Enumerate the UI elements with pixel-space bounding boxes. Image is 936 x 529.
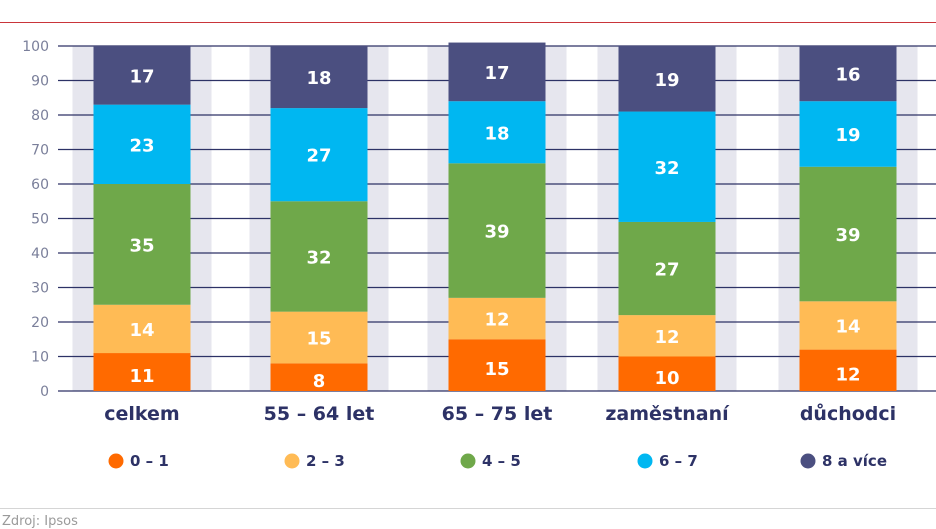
value-label-duchodci-2-3: 14 bbox=[835, 316, 860, 337]
x-label-55-64-let: 55 – 64 let bbox=[264, 403, 375, 425]
bar-65-75-let-0-1 bbox=[448, 339, 546, 391]
bar-65-75-let-8-a-vice bbox=[448, 42, 546, 102]
y-tick-10: 10 bbox=[31, 350, 49, 366]
value-label-celkem-4-5: 35 bbox=[129, 235, 154, 256]
value-label-55-64-let-8-a-vice: 18 bbox=[306, 68, 331, 89]
value-label-duchodci-8-a-vice: 16 bbox=[835, 65, 860, 86]
value-label-zamestnani-4-5: 27 bbox=[654, 260, 679, 281]
value-label-65-75-let-2-3: 12 bbox=[484, 310, 509, 331]
value-label-celkem-0-1: 11 bbox=[129, 366, 154, 387]
bar-zamestnani-4-5 bbox=[618, 221, 716, 316]
y-tick-60: 60 bbox=[31, 177, 49, 193]
bar-duchodci-6-7 bbox=[799, 101, 897, 167]
value-label-55-64-let-6-7: 27 bbox=[306, 146, 331, 167]
bar-celkem-0-1 bbox=[93, 353, 191, 391]
bar-55-64-let-6-7 bbox=[270, 108, 368, 202]
y-tick-50: 50 bbox=[31, 212, 49, 228]
value-label-duchodci-0-1: 12 bbox=[835, 364, 860, 385]
bottom-rule bbox=[0, 508, 936, 509]
legend-swatch-8-a-vice bbox=[800, 453, 816, 469]
legend-swatch-4-5 bbox=[460, 453, 476, 469]
bar-celkem-4-5 bbox=[93, 184, 191, 305]
bars: 11 14 35 23 17 8 15 32 27 18 15 12 39 18 17 10 12 27 32 19 1… bbox=[93, 42, 897, 392]
bar-zamestnani-2-3 bbox=[618, 315, 716, 357]
y-axis: 0 10 20 30 40 50 60 70 80 90 100 bbox=[22, 39, 49, 400]
bar-55-64-let-0-1 bbox=[270, 363, 368, 391]
bar-55-64-let-4-5 bbox=[270, 201, 368, 312]
legend-swatch-2-3 bbox=[284, 453, 300, 469]
bar-65-75-let-6-7 bbox=[448, 101, 546, 164]
legend-label-0-1: 0 – 1 bbox=[130, 452, 169, 470]
legend-label-6-7: 6 – 7 bbox=[659, 452, 698, 470]
value-label-55-64-let-0-1: 8 bbox=[313, 371, 326, 392]
value-label-zamestnani-8-a-vice: 19 bbox=[654, 70, 679, 91]
x-label-zamestnani: zaměstnaní bbox=[605, 403, 730, 425]
legend-label-2-3: 2 – 3 bbox=[306, 452, 345, 470]
value-label-duchodci-6-7: 19 bbox=[835, 125, 860, 146]
y-tick-90: 90 bbox=[31, 74, 49, 90]
y-tick-80: 80 bbox=[31, 108, 49, 124]
value-label-55-64-let-4-5: 32 bbox=[306, 247, 331, 268]
y-tick-30: 30 bbox=[31, 281, 49, 297]
value-label-duchodci-4-5: 39 bbox=[835, 225, 860, 246]
bar-zamestnani-8-a-vice bbox=[618, 46, 716, 112]
x-axis: celkem 55 – 64 let 65 – 75 let zaměstnaní dů… bbox=[104, 402, 896, 425]
stacked-bar-chart: 11 14 35 23 17 8 15 32 27 18 15 12 39 18 17 10 12 27 32 19 1… bbox=[22, 39, 936, 470]
bar-celkem-6-7 bbox=[93, 104, 191, 184]
value-label-celkem-8-a-vice: 17 bbox=[129, 66, 154, 87]
bar-65-75-let-2-3 bbox=[448, 297, 546, 340]
y-tick-0: 0 bbox=[40, 384, 49, 400]
value-label-65-75-let-6-7: 18 bbox=[484, 123, 509, 144]
bar-duchodci-8-a-vice bbox=[799, 46, 897, 102]
value-label-zamestnani-6-7: 32 bbox=[654, 158, 679, 179]
value-label-zamestnani-2-3: 12 bbox=[654, 327, 679, 348]
bar-duchodci-4-5 bbox=[799, 166, 897, 302]
top-rule bbox=[0, 22, 936, 23]
value-label-55-64-let-2-3: 15 bbox=[306, 329, 331, 350]
y-tick-100: 100 bbox=[22, 39, 49, 55]
bar-celkem-2-3 bbox=[93, 304, 191, 354]
bar-zamestnani-0-1 bbox=[618, 356, 716, 391]
bar-65-75-let-4-5 bbox=[448, 163, 546, 298]
legend-label-4-5: 4 – 5 bbox=[482, 452, 521, 470]
legend-swatch-6-7 bbox=[637, 453, 653, 469]
y-tick-40: 40 bbox=[31, 246, 49, 262]
x-label-duchodci: důchodci bbox=[800, 402, 896, 425]
x-label-65-75-let: 65 – 75 let bbox=[442, 403, 553, 425]
value-label-65-75-let-4-5: 39 bbox=[484, 222, 509, 243]
x-label-celkem: celkem bbox=[104, 403, 179, 425]
bar-zamestnani-6-7 bbox=[618, 111, 716, 222]
legend-swatch-0-1 bbox=[108, 453, 124, 469]
value-label-celkem-6-7: 23 bbox=[129, 135, 154, 156]
y-tick-70: 70 bbox=[31, 143, 49, 159]
legend: 0 – 1 2 – 3 4 – 5 6 – 7 8 a více bbox=[108, 452, 887, 470]
bar-55-64-let-8-a-vice bbox=[270, 46, 368, 109]
value-label-65-75-let-8-a-vice: 17 bbox=[484, 63, 509, 84]
legend-label-8-a-vice: 8 a více bbox=[822, 452, 887, 470]
value-label-celkem-2-3: 14 bbox=[129, 320, 154, 341]
source-note: Zdroj: Ipsos bbox=[2, 514, 78, 529]
value-label-65-75-let-0-1: 15 bbox=[484, 359, 509, 380]
bar-celkem-8-a-vice bbox=[93, 46, 191, 105]
y-tick-20: 20 bbox=[31, 315, 49, 331]
bar-55-64-let-2-3 bbox=[270, 311, 368, 364]
bar-duchodci-2-3 bbox=[799, 301, 897, 350]
bar-duchodci-0-1 bbox=[799, 349, 897, 391]
value-label-zamestnani-0-1: 10 bbox=[654, 368, 679, 389]
